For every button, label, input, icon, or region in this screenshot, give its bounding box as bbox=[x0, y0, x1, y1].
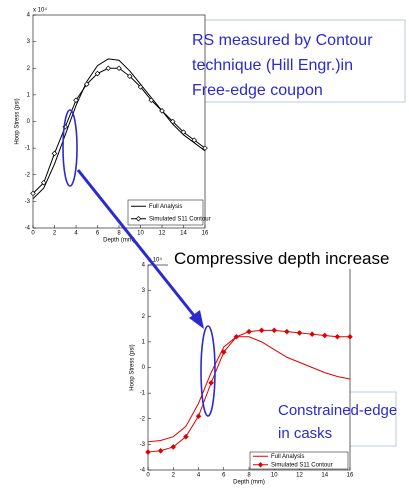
data-point bbox=[105, 65, 112, 72]
data-point bbox=[157, 447, 164, 454]
x-tick-label: 0 bbox=[31, 231, 35, 237]
y-tick-label: 3 bbox=[142, 288, 146, 294]
data-point bbox=[195, 413, 202, 419]
y-tick-label: 4 bbox=[142, 263, 146, 269]
data-point bbox=[321, 332, 328, 339]
legend-label: Simulated S11 Contour bbox=[149, 216, 211, 222]
annotation-bg bbox=[168, 245, 404, 269]
y-tick-label: 3 bbox=[27, 39, 31, 45]
arrow-shaft bbox=[76, 169, 198, 319]
data-point bbox=[183, 433, 189, 440]
x-tick-label: 16 bbox=[347, 473, 354, 479]
data-point bbox=[40, 179, 47, 186]
y-tick-label: 1 bbox=[142, 339, 146, 345]
note-box bbox=[184, 19, 406, 103]
data-point bbox=[202, 145, 208, 151]
annotation: RS measured by Contour bbox=[192, 32, 373, 49]
data-point bbox=[334, 333, 341, 340]
y-tick-label: 2 bbox=[27, 66, 31, 72]
data-point bbox=[296, 330, 303, 336]
data-point bbox=[148, 97, 155, 103]
x-tick-label: 12 bbox=[159, 231, 166, 237]
x-tick-label: 12 bbox=[296, 473, 303, 479]
highlight-ellipse bbox=[62, 109, 78, 187]
y-axis-label: Hoop Stress (psi) bbox=[130, 344, 136, 390]
data-point bbox=[309, 331, 315, 337]
data-point bbox=[83, 81, 90, 88]
data-point bbox=[271, 327, 278, 334]
y-tick-label: -3 bbox=[25, 199, 31, 205]
data-point bbox=[30, 190, 36, 197]
data-point bbox=[94, 70, 101, 77]
data-point bbox=[347, 333, 353, 340]
data-point bbox=[258, 327, 265, 334]
legend-box bbox=[249, 451, 349, 470]
data-point bbox=[246, 328, 252, 335]
highlight-ellipse bbox=[200, 325, 216, 417]
x-tick-label: 6 bbox=[222, 473, 226, 479]
axis-multiplier: x 10⁴ bbox=[148, 257, 162, 264]
data-point bbox=[208, 380, 214, 386]
data-point bbox=[73, 97, 79, 103]
data-point bbox=[233, 333, 240, 340]
x-tick-label: 8 bbox=[247, 473, 251, 479]
y-tick-label: -4 bbox=[140, 468, 146, 474]
legend-label: Full Analysis bbox=[271, 454, 304, 460]
x-tick-label: 6 bbox=[96, 231, 100, 237]
data-point bbox=[159, 108, 165, 114]
x-tick-label: 10 bbox=[271, 473, 278, 479]
y-tick-label: -1 bbox=[25, 146, 31, 152]
series-line bbox=[32, 58, 206, 200]
x-tick-label: 8 bbox=[117, 231, 121, 237]
data-point bbox=[180, 129, 187, 135]
x-tick-label: 14 bbox=[321, 473, 328, 479]
annotation: Constrained-edge bbox=[278, 402, 397, 419]
annotation: Compressive depth increase bbox=[174, 249, 389, 268]
annotation: technique (Hill Engr.)in bbox=[192, 57, 353, 74]
data-point bbox=[116, 65, 122, 72]
x-axis-label: Depth (mm) bbox=[103, 238, 135, 244]
y-tick-label: -2 bbox=[25, 172, 31, 178]
x-tick-label: 2 bbox=[53, 231, 57, 237]
y-tick-label: -2 bbox=[140, 416, 146, 422]
y-tick-label: 0 bbox=[142, 365, 146, 371]
data-point bbox=[126, 73, 133, 80]
legend-marker bbox=[135, 216, 142, 222]
y-axis-label: Hoop Stress (psi) bbox=[15, 98, 21, 144]
y-tick-label: 1 bbox=[27, 92, 31, 98]
x-tick-label: 0 bbox=[146, 473, 150, 479]
y-tick-label: -4 bbox=[25, 226, 31, 232]
data-point bbox=[220, 349, 227, 355]
series-line bbox=[147, 336, 351, 443]
data-point bbox=[137, 84, 144, 90]
arrow-head bbox=[189, 310, 204, 329]
annotation: in casks bbox=[278, 425, 332, 442]
axis-multiplier: x 10⁴ bbox=[33, 7, 47, 14]
data-point bbox=[191, 137, 198, 143]
y-tick-label: -3 bbox=[140, 442, 146, 448]
x-tick-label: 16 bbox=[202, 231, 209, 237]
data-point bbox=[51, 150, 58, 157]
x-tick-label: 4 bbox=[74, 231, 78, 237]
x-axis-label: Depth (mm) bbox=[233, 480, 265, 486]
y-tick-label: 2 bbox=[142, 314, 146, 320]
x-tick-label: 14 bbox=[180, 231, 187, 237]
plot-area bbox=[32, 14, 206, 229]
y-tick-label: -1 bbox=[140, 391, 146, 397]
legend-box bbox=[127, 199, 204, 226]
legend-label: Full Analysis bbox=[149, 204, 182, 210]
data-point bbox=[145, 449, 151, 455]
data-point bbox=[284, 328, 290, 335]
data-point bbox=[170, 444, 177, 450]
data-point bbox=[169, 118, 176, 125]
x-tick-label: 4 bbox=[197, 473, 201, 479]
y-tick-label: 0 bbox=[27, 119, 31, 125]
x-tick-label: 10 bbox=[137, 231, 144, 237]
x-tick-label: 2 bbox=[172, 473, 176, 479]
legend-label: Simulated S11 Contour bbox=[271, 462, 333, 468]
legend-marker bbox=[257, 462, 264, 468]
annotation: Free-edge coupon bbox=[192, 82, 323, 99]
y-tick-label: 4 bbox=[27, 13, 31, 19]
